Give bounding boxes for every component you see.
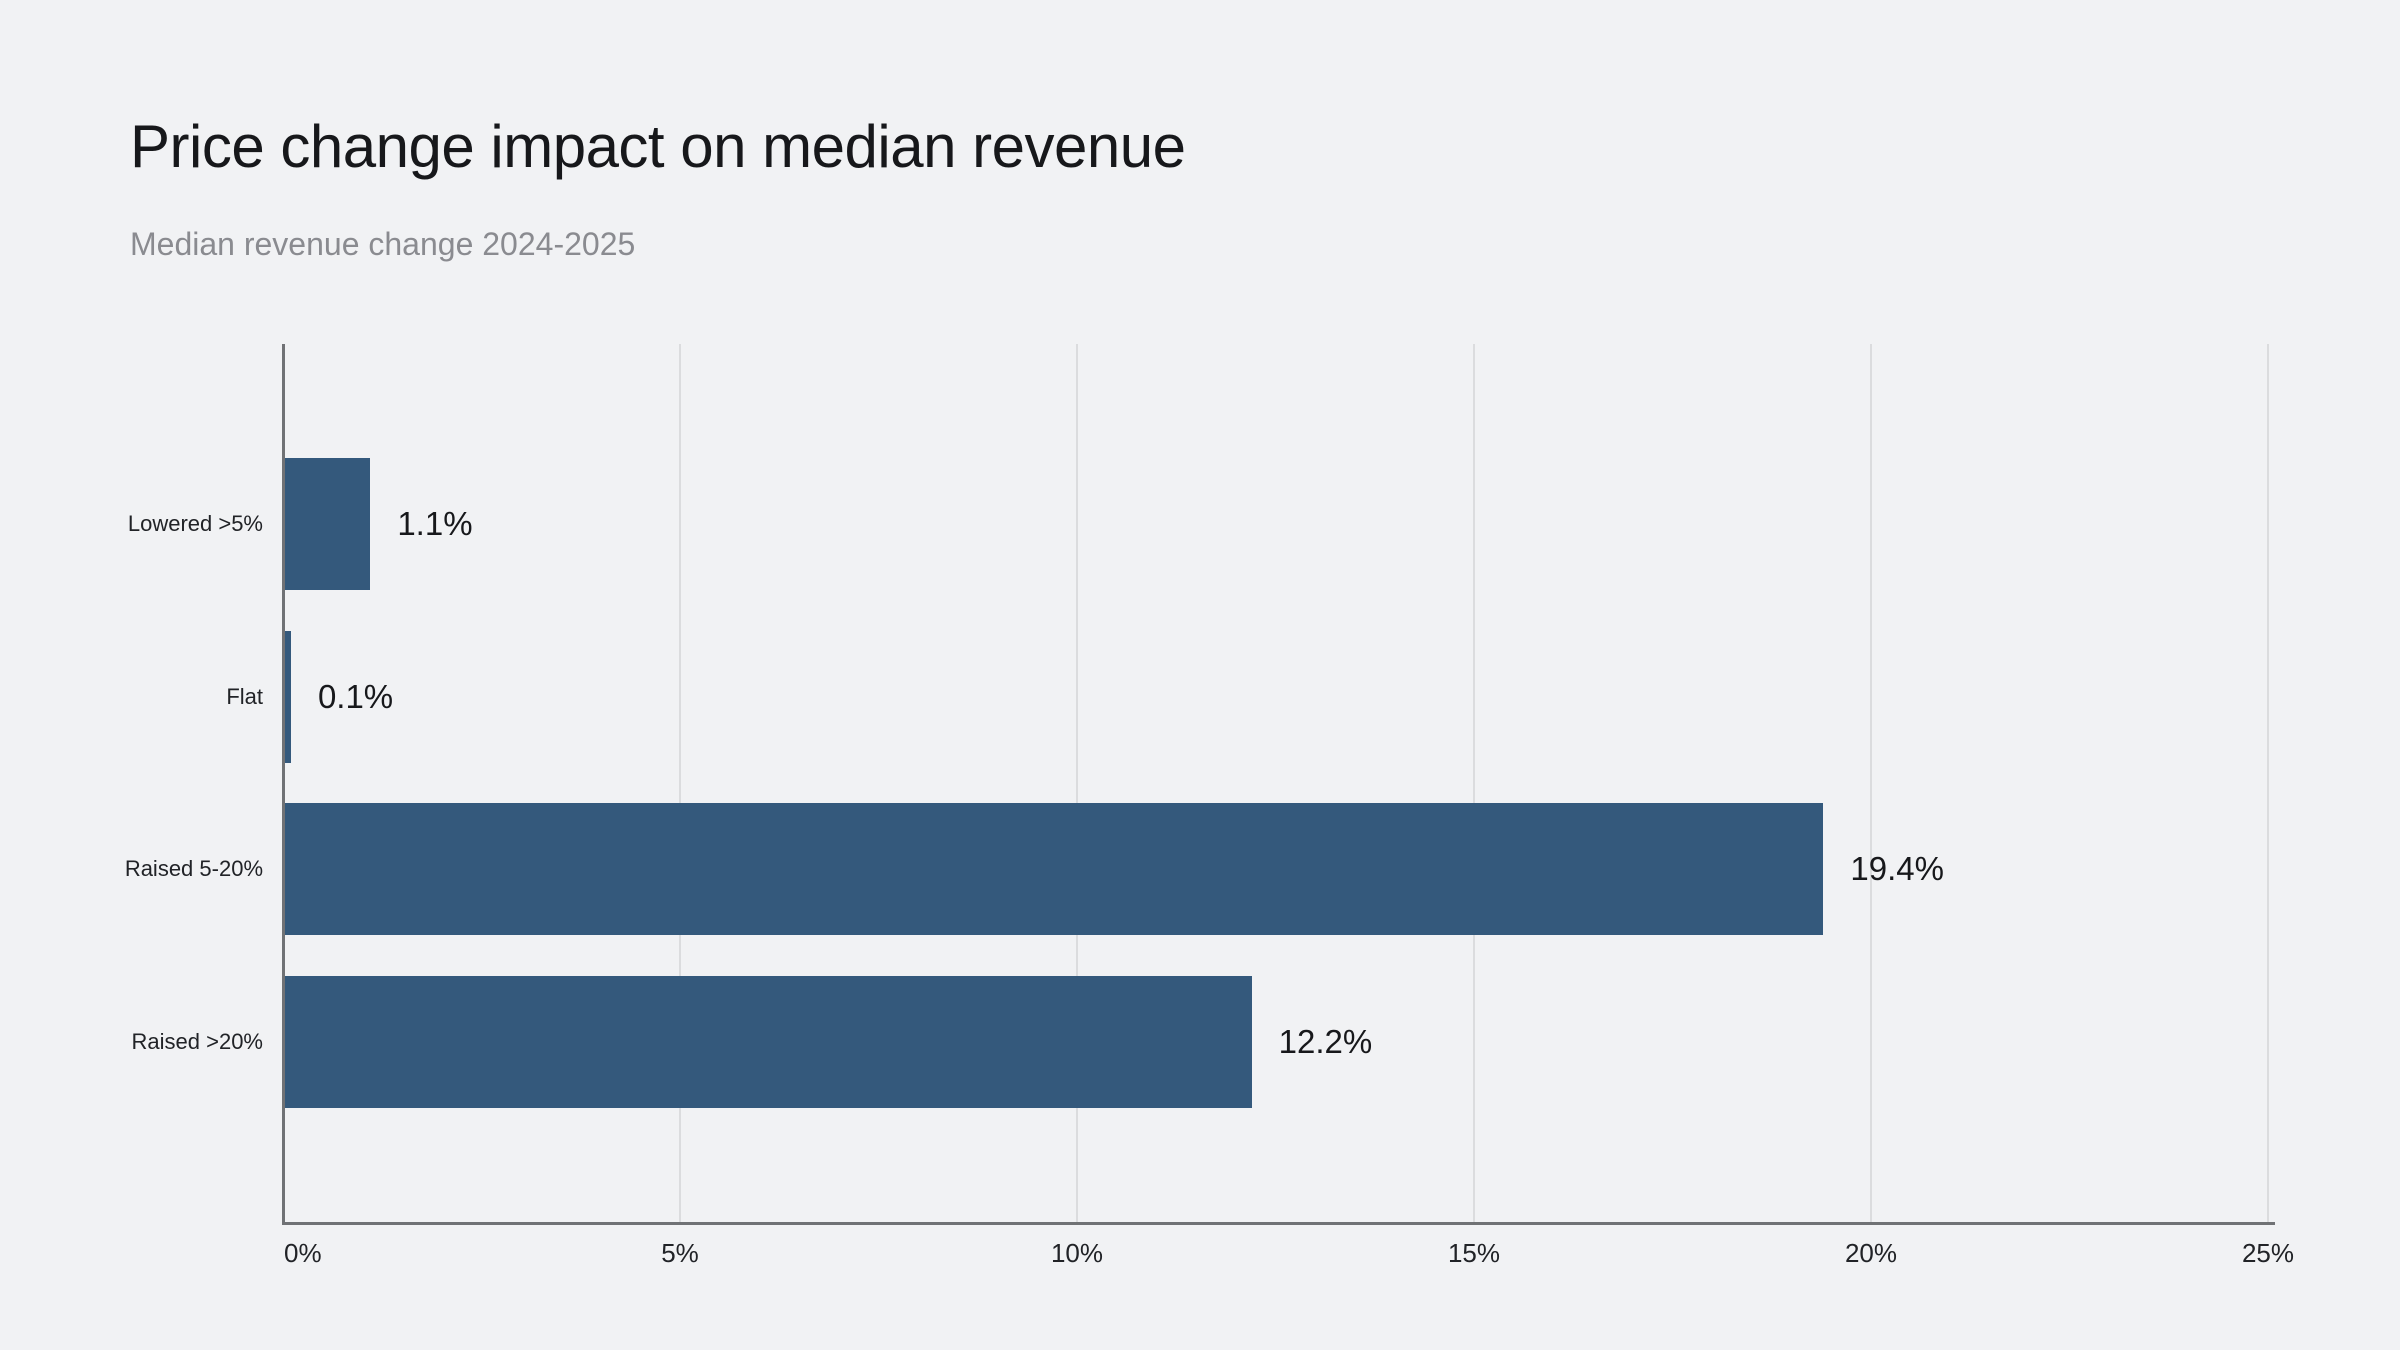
value-label-raised-20: 12.2% <box>1278 1022 1373 1060</box>
bar-raised-20 <box>283 975 1252 1108</box>
y-axis-line <box>282 344 285 1222</box>
gridline-5pct <box>679 344 681 1222</box>
gridline-25pct <box>2267 344 2269 1222</box>
gridline-15pct <box>1473 344 1475 1222</box>
category-label-raised-20: Raised >20% <box>131 1028 263 1054</box>
gridline-20pct <box>1870 344 1872 1222</box>
x-axis-line <box>282 1222 2275 1225</box>
x-tick-10pct: 10% <box>1050 1238 1104 1268</box>
bar-lowered-5 <box>283 458 371 590</box>
x-tick-25pct: 25% <box>2241 1238 2295 1268</box>
category-label-lowered-5: Lowered >5% <box>127 511 263 536</box>
gridline-10pct <box>1076 344 1078 1222</box>
category-label-raised-5-20: Raised 5-20% <box>124 856 263 881</box>
value-label-lowered-5: 1.1% <box>397 505 473 542</box>
bar-raised-5-20 <box>283 803 1824 935</box>
x-tick-0pct: 0% <box>284 1238 322 1268</box>
x-tick-20pct: 20% <box>1844 1238 1898 1268</box>
x-tick-15pct: 15% <box>1447 1238 1501 1268</box>
category-label-flat: Flat <box>226 683 263 709</box>
page-subtitle: Median revenue change 2024-2025 <box>130 226 636 262</box>
page-title: Price change impact on median revenue <box>130 113 1186 180</box>
bar-flat <box>283 630 291 763</box>
value-label-raised-5-20: 19.4% <box>1850 850 1944 887</box>
x-tick-5pct: 5% <box>661 1238 699 1268</box>
value-label-flat: 0.1% <box>317 677 394 715</box>
